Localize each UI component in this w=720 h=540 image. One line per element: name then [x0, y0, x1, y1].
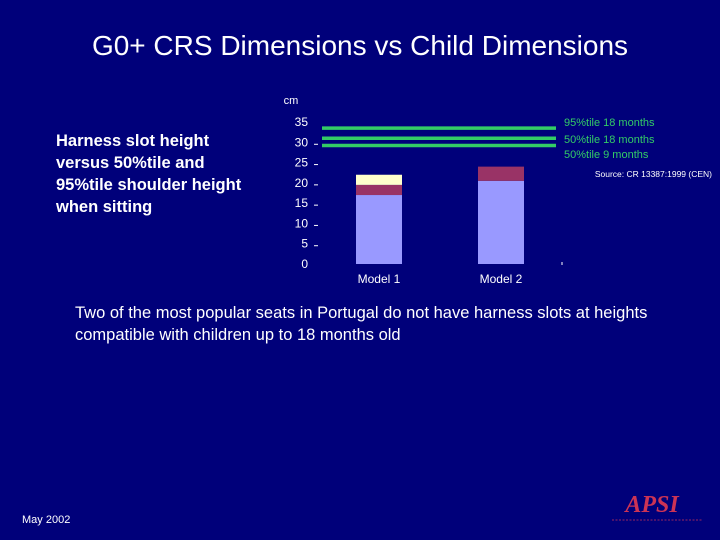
- logo-text: APSI: [623, 492, 680, 518]
- bar-chart: cm 0 5 10 15 20 25 30 35 Model 1 Model 2 95%tile…: [284, 95, 713, 286]
- x-tick-label: Model 2: [480, 272, 523, 286]
- reference-line-label: 95%tile 18 months: [564, 117, 655, 129]
- y-tick-label: 5: [301, 237, 308, 251]
- y-tick-label: 30: [295, 135, 309, 149]
- bar-segment: [356, 174, 402, 185]
- source-note: Source: CR 13387:1999 (CEN): [595, 169, 712, 179]
- side-note: Harness slot height versus 50%tile and 9…: [56, 132, 242, 216]
- x-tick-label: Model 1: [358, 272, 401, 286]
- x-axis-ticks: Model 1 Model 2: [358, 262, 563, 286]
- bars: [356, 166, 524, 264]
- y-tick-label: 15: [295, 196, 309, 210]
- reference-lines: [322, 126, 556, 148]
- y-axis-ticks: 0 5 10 15 20 25 30 35: [295, 115, 318, 271]
- apsi-logo: APSI: [612, 492, 702, 521]
- bar-segment: [356, 184, 402, 196]
- bar-segment: [356, 195, 402, 264]
- footer-date: May 2002: [22, 514, 71, 526]
- y-tick-label: 0: [301, 257, 308, 271]
- bar-segment: [478, 166, 524, 181]
- reference-line-label: 50%tile 18 months: [564, 134, 655, 146]
- reference-line-label: 50%tile 9 months: [564, 149, 649, 161]
- y-tick-label: 10: [295, 216, 309, 230]
- y-tick-label: 25: [295, 156, 309, 170]
- conclusion-text: Two of the most popular seats in Portuga…: [75, 304, 648, 344]
- y-axis-label: cm: [284, 95, 299, 107]
- slide-title: G0+ CRS Dimensions vs Child Dimensions: [91, 30, 629, 61]
- y-tick-label: 35: [295, 115, 309, 129]
- y-tick-label: 20: [295, 176, 309, 190]
- bar-segment: [478, 180, 524, 264]
- reference-line-labels: 95%tile 18 months 50%tile 18 months 50%til…: [564, 117, 655, 161]
